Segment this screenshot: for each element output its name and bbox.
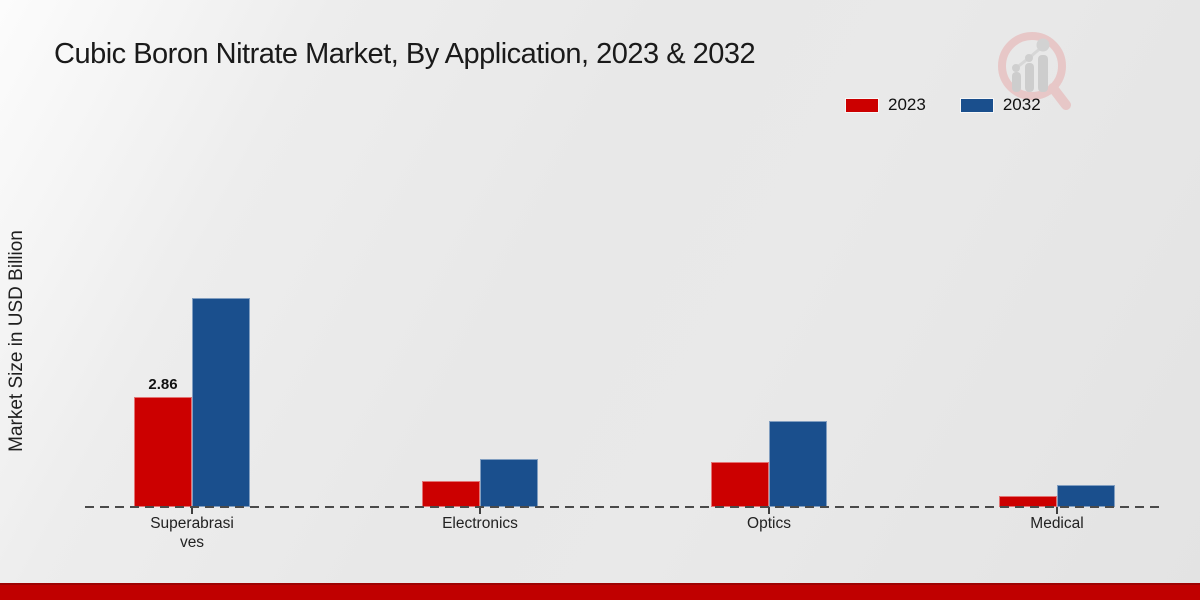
bar-2032-optics — [769, 421, 827, 507]
bar-2023-superabrasives — [134, 397, 192, 507]
bar-2032-medical — [1057, 485, 1115, 507]
x-axis-tick-electronics — [479, 507, 481, 514]
bar-2032-superabrasives — [192, 298, 250, 507]
bar-2032-electronics — [480, 459, 538, 507]
x-axis-tick-superabrasives — [191, 507, 193, 514]
legend-label-2032: 2032 — [1002, 95, 1041, 114]
bar-value-label-2023: 2.86 — [148, 376, 178, 393]
category-label-optics: Optics — [747, 515, 791, 532]
x-axis-tick-medical — [1056, 507, 1058, 514]
legend-swatch-2023 — [845, 97, 879, 113]
category-label-electronics: Electronics — [442, 515, 518, 532]
x-axis-dashed-line — [85, 506, 1165, 508]
legend-item-2032: 2032 — [959, 95, 1041, 115]
chart-title: Cubic Boron Nitrate Market, By Applicati… — [54, 38, 756, 70]
category-label-superabrasives: Superabrasi ves — [150, 515, 234, 551]
bar-2023-optics — [711, 462, 769, 507]
legend: 2023 2032 — [845, 95, 1041, 115]
legend-label-2023: 2023 — [888, 95, 926, 114]
growth-bars-icon — [1012, 38, 1050, 92]
x-axis-tick-optics — [768, 507, 770, 514]
bar-2023-medical — [999, 496, 1057, 507]
brand-watermark — [998, 32, 1071, 110]
category-label-medical: Medical — [1030, 515, 1084, 532]
bar-2023-electronics — [422, 481, 480, 507]
legend-item-2023: 2023 — [845, 95, 926, 115]
legend-swatch-2032 — [959, 97, 994, 113]
magnifier-icon — [998, 32, 1071, 110]
footer-accent-bar — [0, 583, 1200, 600]
